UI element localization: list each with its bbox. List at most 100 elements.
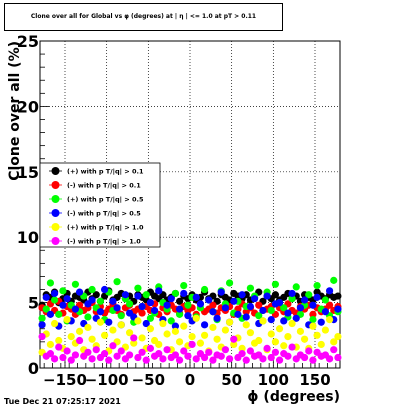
data-point: [55, 343, 63, 351]
data-point: [67, 356, 75, 364]
data-point: [50, 289, 59, 298]
data-point: [109, 326, 117, 334]
data-point: [113, 278, 121, 286]
data-point: [225, 318, 234, 326]
data-point: [267, 353, 275, 362]
x-tick-label: 50: [221, 371, 242, 389]
data-point: [234, 310, 242, 318]
data-point: [155, 287, 163, 295]
data-point: [284, 352, 292, 360]
data-point: [117, 321, 125, 329]
data-point: [84, 348, 92, 356]
data-point: [205, 296, 213, 304]
data-point: [221, 304, 230, 312]
data-point: [184, 352, 192, 360]
data-point: [125, 300, 134, 308]
data-point: [159, 355, 167, 363]
data-point: [284, 333, 292, 341]
data-point: [255, 301, 263, 309]
data-point: [38, 321, 46, 329]
data-point: [209, 323, 217, 332]
data-point: [267, 330, 275, 338]
data-point: [242, 356, 250, 364]
data-point: [138, 309, 146, 317]
data-point: [309, 301, 317, 309]
data-point: [175, 356, 184, 364]
data-point: [138, 302, 146, 311]
data-point: [175, 338, 184, 346]
data-point: [88, 296, 96, 304]
data-point: [334, 333, 342, 341]
data-point: [113, 304, 121, 312]
data-point: [134, 317, 142, 325]
data-point: [225, 355, 234, 363]
data-point: [138, 334, 146, 342]
data-point: [217, 288, 225, 296]
data-point: [175, 297, 184, 305]
data-point: [46, 310, 55, 318]
data-point: [267, 306, 275, 315]
data-point: [46, 340, 55, 349]
data-point: [109, 297, 117, 305]
data-point: [271, 291, 280, 299]
data-point: [330, 346, 338, 354]
legend-marker: [51, 209, 60, 217]
data-point: [55, 310, 63, 318]
data-point: [205, 348, 213, 356]
data-point: [192, 293, 200, 301]
data-point: [180, 289, 188, 298]
legend-entry: (-) with p T/|q| > 0.5: [49, 209, 141, 218]
data-point: [163, 301, 171, 309]
data-point: [188, 340, 196, 349]
grid: [40, 40, 340, 369]
data-point: [230, 335, 238, 343]
data-point: [155, 340, 163, 349]
data-point: [46, 279, 55, 287]
data-point: [55, 336, 63, 345]
data-point: [334, 353, 342, 362]
data-point: [46, 350, 55, 358]
data-point: [246, 284, 255, 292]
legend-entries: (+) with p T/|q| > 0.1 (-) with p T/|q| >…: [49, 167, 144, 246]
x-tick-label: −100: [85, 371, 129, 389]
data-point: [92, 346, 100, 354]
data-point: [255, 312, 263, 320]
data-point: [259, 355, 267, 363]
data-point: [200, 353, 209, 362]
chart-title-box: Clone over all for Global vs φ (degrees)…: [4, 3, 283, 31]
data-point: [163, 330, 171, 338]
data-point: [50, 355, 59, 363]
data-point: [167, 295, 175, 303]
legend-marker: [51, 223, 60, 231]
data-point: [67, 333, 75, 341]
data-point: [321, 326, 330, 334]
data-point: [246, 347, 255, 355]
data-point: [105, 356, 113, 364]
data-point: [275, 299, 284, 307]
data-point: [167, 317, 175, 325]
data-point: [159, 319, 167, 328]
data-point: [71, 280, 80, 288]
data-point: [230, 297, 238, 305]
data-point: [246, 329, 255, 337]
x-tick-labels: −150−100 −50 0 50 100 150: [43, 371, 331, 389]
data-point: [88, 355, 96, 363]
data-point: [125, 351, 134, 359]
data-point: [255, 336, 263, 345]
data-point: [275, 356, 284, 364]
data-point: [263, 344, 271, 352]
data-point: [42, 293, 50, 301]
data-point: [209, 356, 217, 364]
data-point: [180, 281, 188, 290]
data-point: [271, 348, 280, 356]
data-point: [317, 340, 325, 349]
data-point: [309, 356, 317, 364]
data-point: [330, 338, 338, 346]
y-tick-label: 10: [17, 228, 39, 247]
data-point: [288, 289, 296, 298]
data-point: [321, 308, 330, 316]
data-point: [88, 335, 96, 343]
data-point: [59, 287, 67, 295]
x-tick-label: 150: [299, 371, 330, 389]
data-point: [59, 301, 67, 309]
